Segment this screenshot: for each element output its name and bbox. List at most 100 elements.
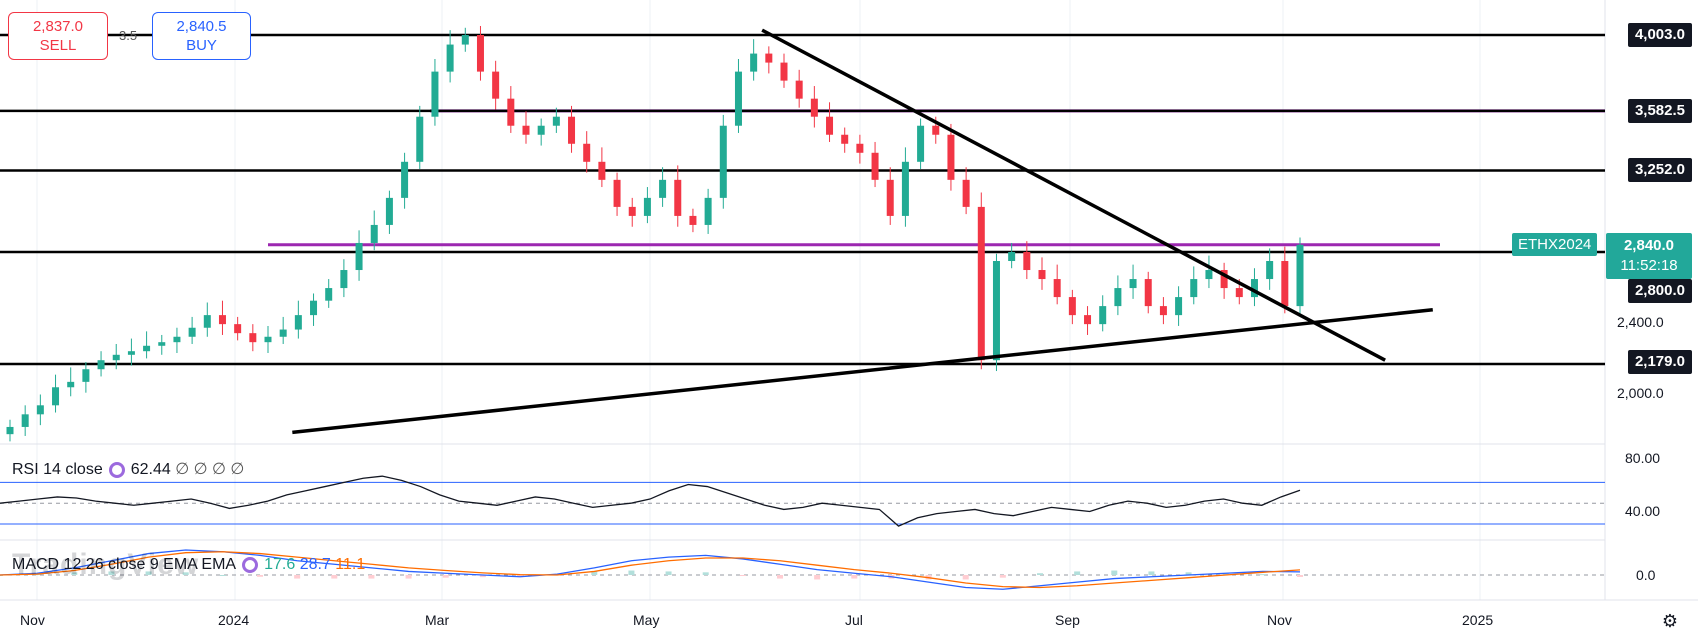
- macd-hist-bar-10: [368, 575, 375, 579]
- candle-body-37: [568, 116, 576, 144]
- macd-hist-bar-20: [739, 575, 746, 576]
- candle-body-1: [21, 414, 29, 427]
- sell-price: 2,837.0: [32, 18, 84, 35]
- macd-hist-bar-28: [1037, 573, 1043, 575]
- candle-body-22: [340, 270, 348, 289]
- macd-legend[interactable]: MACD 12 26 close 9 EMA EMA 17.6 28.7 11.1: [12, 556, 365, 574]
- time-label-nov23: Nov: [20, 612, 45, 628]
- sell-label: SELL: [39, 37, 77, 54]
- macd-hist-bar-6: [219, 575, 226, 576]
- candle-body-36: [552, 116, 560, 126]
- level-tag-3582: 3,582.5: [1627, 99, 1692, 123]
- candle-body-30: [461, 35, 469, 45]
- candle-body-10: [158, 342, 166, 346]
- macd-hist-bar-11: [405, 575, 412, 579]
- candle-body-17: [264, 336, 272, 343]
- macd-hist-bar-9: [331, 575, 338, 579]
- candle-body-66: [1008, 251, 1016, 262]
- macd-label: MACD 12 26 close 9 EMA EMA: [12, 556, 237, 573]
- time-label-sep: Sep: [1055, 612, 1080, 628]
- macd-signal-line: [0, 551, 1301, 589]
- candle-body-13: [203, 315, 211, 328]
- candle-body-52: [795, 80, 803, 99]
- macd-hist-bar-34: [1259, 574, 1266, 576]
- macd-hist-bar-33: [1222, 573, 1229, 575]
- candle-body-69: [1053, 279, 1061, 298]
- candle-body-0: [6, 426, 14, 435]
- price-tick-2400: 2,400.0: [1617, 314, 1664, 330]
- macd-hist-bar-19: [702, 572, 709, 575]
- candle-body-80: [1220, 270, 1228, 289]
- macd-hist-bar-8: [294, 575, 301, 579]
- rsi-tick-80: 80.00: [1625, 450, 1661, 466]
- candle-body-84: [1281, 261, 1289, 307]
- candle-body-43: [659, 179, 667, 198]
- candle-body-45: [689, 215, 697, 225]
- candle-body-82: [1250, 279, 1258, 298]
- macd-hist-bar-16: [591, 571, 598, 575]
- candle-body-6: [97, 360, 105, 370]
- macd-settings-icon[interactable]: [242, 556, 259, 573]
- level-tag-2800: 2,800.0: [1627, 279, 1692, 303]
- candle-body-8: [127, 351, 135, 355]
- candle-body-77: [1175, 297, 1183, 316]
- rsi-legend[interactable]: RSI 14 close 62.44 ∅ ∅ ∅ ∅: [12, 459, 244, 479]
- price-tick-2000: 2,000.0: [1617, 385, 1664, 401]
- candle-body-28: [431, 71, 439, 117]
- candle-body-15: [234, 324, 242, 334]
- candle-body-16: [249, 333, 257, 343]
- macd-hist-value: 17.6: [264, 556, 296, 573]
- candle-body-49: [750, 53, 758, 72]
- current-price: 2,840.0: [1623, 237, 1675, 254]
- candle-body-40: [613, 179, 621, 207]
- candle-body-12: [188, 327, 196, 337]
- candle-body-54: [826, 116, 834, 135]
- candle-body-71: [1084, 315, 1092, 325]
- macd-hist-bar-26: [962, 575, 969, 580]
- time-label-mar: Mar: [425, 612, 450, 628]
- candle-body-14: [218, 315, 226, 325]
- macd-hist-bar-31: [1148, 571, 1155, 575]
- candle-body-73: [1114, 288, 1122, 307]
- candle-body-58: [886, 179, 894, 216]
- macd-hist-bar-23: [851, 575, 858, 579]
- macd-hist-bar-14: [517, 575, 523, 578]
- level-tag-4003: 4,003.0: [1627, 23, 1692, 47]
- macd-tick-0: 0.0: [1636, 567, 1656, 583]
- macd-hist-bar-12: [442, 575, 449, 578]
- sell-button[interactable]: 2,837.0 SELL: [8, 12, 108, 60]
- candle-body-85: [1296, 244, 1304, 307]
- candle-body-72: [1099, 306, 1107, 325]
- candle-body-56: [856, 143, 864, 153]
- candle-body-83: [1266, 261, 1274, 280]
- symbol-tag: ETHX2024: [1512, 233, 1598, 256]
- time-label-2025: 2025: [1462, 612, 1494, 628]
- candle-body-41: [628, 206, 636, 216]
- chart-settings-icon[interactable]: ⚙: [1661, 611, 1678, 631]
- buy-button[interactable]: 2,840.5 BUY: [152, 12, 251, 60]
- macd-signal-value: 11.1: [335, 556, 366, 573]
- candle-body-53: [810, 98, 818, 117]
- time-label-2024: 2024: [218, 612, 250, 628]
- candle-body-75: [1144, 279, 1152, 307]
- candle-body-19: [294, 315, 302, 330]
- rsi-settings-icon[interactable]: [108, 461, 125, 478]
- candle-body-31: [476, 35, 484, 72]
- candle-body-11: [173, 336, 181, 343]
- candle-body-26: [401, 161, 409, 198]
- macd-hist-bar-29: [1074, 571, 1081, 575]
- macd-hist-bar-13: [479, 575, 486, 578]
- level-tag-2179: 2,179.0: [1627, 350, 1692, 374]
- candle-body-46: [704, 197, 712, 225]
- candle-body-48: [734, 71, 742, 126]
- candle-body-44: [674, 179, 682, 216]
- candle-body-39: [598, 161, 606, 180]
- level-tag-3252: 3,252.0: [1627, 158, 1692, 182]
- candle-body-79: [1205, 270, 1213, 280]
- trendline-1: [761, 28, 1386, 362]
- candle-body-76: [1159, 306, 1167, 316]
- candle-body-74: [1129, 279, 1137, 289]
- candle-body-9: [143, 345, 151, 352]
- candle-body-64: [977, 206, 985, 361]
